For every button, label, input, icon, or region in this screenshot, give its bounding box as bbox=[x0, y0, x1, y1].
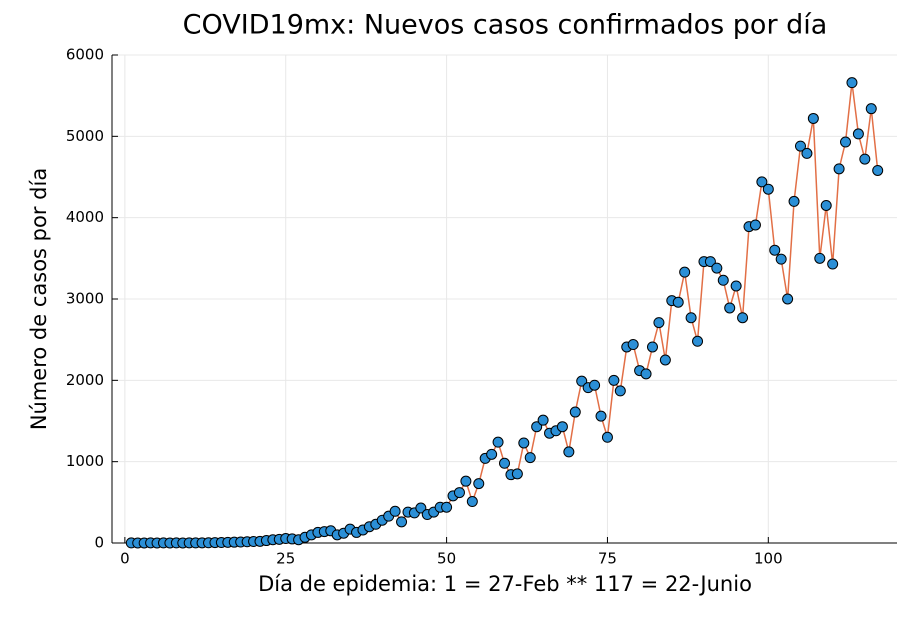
data-point bbox=[724, 302, 736, 314]
series-line bbox=[131, 82, 879, 544]
data-point bbox=[788, 195, 800, 207]
chart-title: COVID19mx: Nuevos casos confirmados por … bbox=[183, 10, 828, 41]
data-point bbox=[499, 457, 510, 469]
y-tick-label: 0 bbox=[94, 534, 104, 552]
y-tick-label: 1000 bbox=[66, 452, 104, 470]
data-point bbox=[640, 368, 652, 380]
data-point bbox=[614, 385, 626, 397]
data-point bbox=[769, 244, 781, 256]
data-point bbox=[396, 516, 408, 528]
data-point bbox=[524, 452, 536, 464]
data-point bbox=[389, 505, 401, 517]
data-point bbox=[466, 496, 478, 508]
data-point bbox=[852, 128, 864, 140]
data-point bbox=[692, 335, 704, 347]
data-point bbox=[807, 112, 819, 124]
data-point bbox=[679, 266, 691, 278]
data-point bbox=[486, 448, 498, 460]
data-point bbox=[518, 437, 530, 449]
data-point bbox=[756, 176, 768, 188]
data-point bbox=[537, 414, 549, 426]
data-point bbox=[730, 280, 742, 292]
data-point bbox=[460, 475, 472, 487]
data-point bbox=[782, 293, 794, 305]
data-point bbox=[717, 274, 729, 286]
data-point bbox=[814, 252, 826, 264]
data-point bbox=[794, 140, 806, 152]
data-point bbox=[827, 258, 839, 270]
data-point bbox=[872, 164, 884, 176]
y-tick-label: 5000 bbox=[66, 127, 104, 145]
x-tick-label: 100 bbox=[754, 550, 783, 568]
data-point bbox=[531, 421, 543, 433]
data-point bbox=[801, 147, 813, 159]
x-tick-label: 25 bbox=[276, 550, 295, 568]
data-point bbox=[672, 296, 684, 308]
data-point bbox=[473, 478, 485, 490]
data-point bbox=[511, 468, 523, 480]
data-point bbox=[569, 406, 581, 418]
y-tick-label: 2000 bbox=[66, 371, 104, 389]
data-point bbox=[833, 163, 845, 175]
data-point bbox=[775, 253, 787, 265]
data-point bbox=[865, 103, 877, 115]
data-point bbox=[653, 317, 665, 329]
x-tick-label: 0 bbox=[120, 550, 130, 568]
x-axis-label: Día de epidemia: 1 = 27-Feb ** 117 = 22-… bbox=[258, 572, 752, 596]
y-tick-label: 4000 bbox=[66, 208, 104, 226]
data-point bbox=[762, 183, 774, 195]
data-point bbox=[441, 501, 453, 513]
data-point bbox=[415, 502, 427, 514]
data-point bbox=[589, 379, 601, 391]
data-point bbox=[563, 446, 575, 458]
data-point bbox=[608, 374, 620, 386]
data-point bbox=[749, 219, 761, 231]
x-tick-label: 50 bbox=[437, 550, 456, 568]
data-point bbox=[840, 136, 852, 148]
data-point bbox=[711, 262, 723, 274]
data-point bbox=[601, 431, 613, 443]
data-point bbox=[704, 256, 716, 268]
data-point bbox=[859, 153, 871, 165]
data-point bbox=[556, 421, 568, 433]
y-tick-label: 6000 bbox=[66, 46, 104, 64]
x-tick-label: 75 bbox=[598, 550, 617, 568]
y-axis-label: Número de casos por día bbox=[27, 168, 51, 430]
data-point bbox=[685, 312, 697, 324]
data-point bbox=[492, 436, 504, 448]
data-point bbox=[820, 199, 832, 211]
data-point bbox=[659, 354, 671, 366]
data-point bbox=[576, 375, 588, 387]
data-point bbox=[737, 312, 749, 324]
data-point bbox=[453, 487, 465, 499]
y-tick-label: 3000 bbox=[66, 290, 104, 308]
data-point bbox=[627, 339, 639, 351]
data-point bbox=[846, 77, 858, 89]
data-point bbox=[646, 341, 658, 353]
data-point bbox=[595, 410, 607, 422]
